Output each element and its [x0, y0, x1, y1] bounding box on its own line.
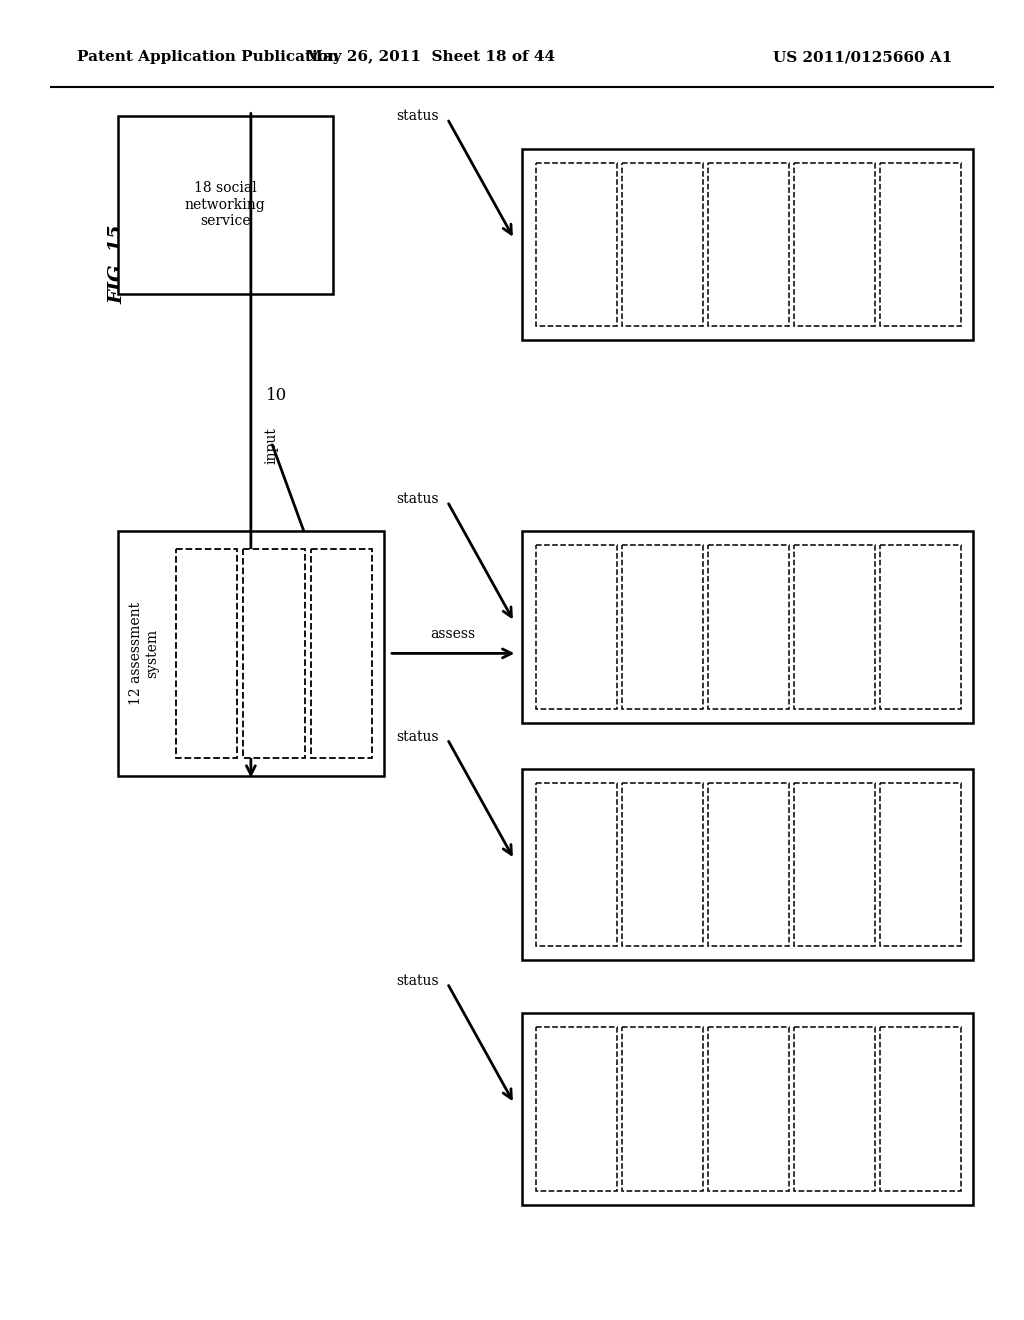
Bar [623, 783, 703, 946]
Bar [522, 149, 973, 339]
Bar [794, 545, 874, 709]
Text: 40 comm: 40 comm [742, 215, 755, 273]
Text: 66 sensors: 66 sensors [828, 593, 841, 661]
Text: 66 sensors: 66 sensors [828, 210, 841, 279]
Text: assess: assess [430, 627, 476, 642]
Text: FIG. 15: FIG. 15 [109, 224, 127, 304]
Bar [522, 531, 973, 722]
Bar [522, 1014, 973, 1204]
Text: 12 assessment
system: 12 assessment system [129, 602, 159, 705]
Bar [537, 545, 617, 709]
Bar [708, 1027, 788, 1191]
Bar [522, 768, 973, 961]
Text: 64 func: 64 func [913, 841, 927, 888]
Text: status: status [396, 730, 439, 744]
Bar [623, 162, 703, 326]
Bar [708, 783, 788, 946]
Bar [176, 549, 238, 758]
Bar [537, 162, 617, 326]
Text: 16 entity: 16 entity [570, 1081, 584, 1137]
Bar [880, 162, 961, 326]
Bar [310, 549, 372, 758]
Text: 56 status: 56 status [656, 598, 669, 656]
Text: 40 comm: 40 comm [742, 598, 755, 656]
Bar [880, 545, 961, 709]
Text: 56 status: 56 status [656, 215, 669, 273]
Bar [880, 783, 961, 946]
Bar [537, 1027, 617, 1191]
Text: status: status [396, 492, 439, 507]
Bar [708, 545, 788, 709]
Bar [794, 783, 874, 946]
Text: 30 assess: 30 assess [267, 622, 281, 685]
Text: US 2011/0125660 A1: US 2011/0125660 A1 [773, 50, 952, 65]
Bar [118, 116, 333, 294]
Text: 56 status: 56 status [656, 836, 669, 894]
Bar [623, 545, 703, 709]
Text: 64 func: 64 func [913, 603, 927, 651]
Text: 44 output: 44 output [335, 620, 348, 686]
Text: status: status [396, 974, 439, 989]
Bar [623, 1027, 703, 1191]
Text: 56 status: 56 status [656, 1080, 669, 1138]
Bar [880, 1027, 961, 1191]
Bar [794, 162, 874, 326]
Bar [537, 783, 617, 946]
Text: 10: 10 [266, 388, 287, 404]
Text: 64 func: 64 func [913, 220, 927, 268]
Text: input: input [265, 428, 279, 463]
Text: 40 comm: 40 comm [742, 836, 755, 894]
Text: 64 func: 64 func [913, 1085, 927, 1133]
Text: 16 entity: 16 entity [570, 599, 584, 655]
Text: 18 social
networking
service: 18 social networking service [185, 181, 265, 228]
Text: Patent Application Publication: Patent Application Publication [77, 50, 339, 65]
Bar [708, 162, 788, 326]
Text: 66 sensors: 66 sensors [828, 1074, 841, 1143]
Bar [243, 549, 304, 758]
Text: status: status [396, 110, 439, 124]
Text: May 26, 2011  Sheet 18 of 44: May 26, 2011 Sheet 18 of 44 [305, 50, 555, 65]
Text: 66 sensors: 66 sensors [828, 830, 841, 899]
Bar [794, 1027, 874, 1191]
Text: 16 entity: 16 entity [570, 837, 584, 892]
Text: 16 entity: 16 entity [570, 216, 584, 272]
Text: 40 comm: 40 comm [742, 1080, 755, 1138]
Text: 40 comm: 40 comm [200, 623, 213, 684]
Bar [118, 531, 384, 776]
